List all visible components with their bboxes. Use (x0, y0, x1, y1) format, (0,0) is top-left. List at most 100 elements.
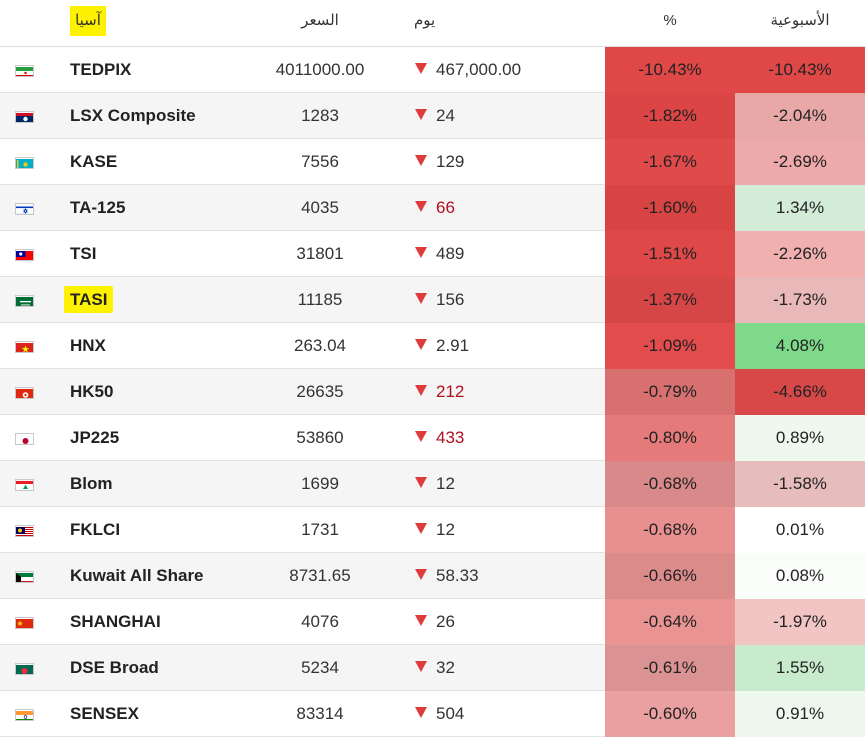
percent-change: -0.68% (605, 507, 735, 553)
table-row[interactable]: TEDPIX 4011000.00 467,000.00 -10.43% -10.43% (0, 47, 865, 93)
day-change: 32 (415, 645, 595, 691)
day-change: 2.91 (415, 323, 595, 369)
lb-flag-icon (15, 479, 34, 491)
jp-flag-icon (15, 433, 34, 445)
day-change-value: 212 (436, 382, 465, 401)
index-price: 26635 (296, 382, 344, 401)
index-name[interactable]: TEDPIX (70, 60, 132, 79)
day-change: 156 (415, 277, 595, 323)
table-row[interactable]: KASE 7556 129 -1.67% -2.69% (0, 139, 865, 185)
down-arrow-icon (415, 477, 427, 488)
table-row[interactable]: Blom 1699 12 -0.68% -1.58% (0, 461, 865, 507)
down-arrow-icon (415, 339, 427, 350)
table-row[interactable]: JP225 53860 433 -0.80% 0.89% (0, 415, 865, 461)
percent-change: -0.60% (605, 691, 735, 737)
down-arrow-icon (415, 155, 427, 166)
down-arrow-icon (415, 615, 427, 626)
weekly-change: -1.97% (735, 599, 865, 645)
index-name[interactable]: JP225 (70, 428, 120, 447)
cn-flag-icon (15, 617, 34, 629)
percent-change: -0.79% (605, 369, 735, 415)
index-price: 83314 (296, 704, 344, 723)
header-day-change[interactable]: يوم (414, 12, 436, 29)
index-name[interactable]: LSX Composite (70, 106, 196, 125)
table-row[interactable]: TASI 11185 156 -1.37% -1.73% (0, 277, 865, 323)
day-change-value: 26 (436, 612, 455, 631)
down-arrow-icon (415, 661, 427, 672)
header-region[interactable]: آسيا (64, 0, 112, 47)
down-arrow-icon (415, 385, 427, 396)
kz-flag-icon (15, 157, 34, 169)
day-change-value: 58.33 (436, 566, 479, 585)
index-name[interactable]: SHANGHAI (70, 612, 161, 631)
day-change: 504 (415, 691, 595, 737)
table-row[interactable]: FKLCI 1731 12 -0.68% 0.01% (0, 507, 865, 553)
day-change: 212 (415, 369, 595, 415)
down-arrow-icon (415, 707, 427, 718)
in-flag-icon (15, 709, 34, 721)
table-row[interactable]: TA-125 4035 66 -1.60% 1.34% (0, 185, 865, 231)
day-change: 12 (415, 507, 595, 553)
weekly-change: 0.89% (735, 415, 865, 461)
weekly-change: 0.01% (735, 507, 865, 553)
percent-change: -1.37% (605, 277, 735, 323)
index-name[interactable]: DSE Broad (70, 658, 159, 677)
day-change-value: 24 (436, 106, 455, 125)
index-name[interactable]: Blom (70, 474, 113, 493)
weekly-change: -1.58% (735, 461, 865, 507)
day-change: 12 (415, 461, 595, 507)
index-price: 31801 (296, 244, 344, 263)
table-row[interactable]: HNX 263.04 2.91 -1.09% 4.08% (0, 323, 865, 369)
day-change: 58.33 (415, 553, 595, 599)
header-percent-change[interactable]: % (663, 12, 677, 29)
percent-change: -1.60% (605, 185, 735, 231)
day-change: 467,000.00 (415, 47, 595, 93)
index-price: 11185 (297, 290, 343, 309)
day-change-value: 32 (436, 658, 455, 677)
percent-change: -0.80% (605, 415, 735, 461)
table-row[interactable]: SENSEX 83314 504 -0.60% 0.91% (0, 691, 865, 737)
index-name[interactable]: TASI (64, 277, 114, 323)
index-name[interactable]: KASE (70, 152, 118, 171)
table-row[interactable]: TSI 31801 489 -1.51% -2.26% (0, 231, 865, 277)
day-change-value: 66 (436, 198, 455, 217)
vn-flag-icon (15, 341, 34, 353)
index-name[interactable]: HNX (70, 336, 106, 355)
day-change: 26 (415, 599, 595, 645)
table-row[interactable]: LSX Composite 1283 24 -1.82% -2.04% (0, 93, 865, 139)
day-change-value: 156 (436, 290, 465, 309)
index-price: 5234 (301, 658, 339, 677)
table-row[interactable]: HK50 26635 212 -0.79% -4.66% (0, 369, 865, 415)
index-name[interactable]: SENSEX (70, 704, 139, 723)
bd-flag-icon (15, 663, 34, 675)
index-price: 263.04 (294, 336, 346, 355)
index-name[interactable]: TSI (70, 244, 97, 263)
down-arrow-icon (415, 201, 427, 212)
weekly-change: 4.08% (735, 323, 865, 369)
header-weekly-change[interactable]: الأسبوعية (770, 12, 830, 29)
day-change: 489 (415, 231, 595, 277)
table-row[interactable]: SHANGHAI 4076 26 -0.64% -1.97% (0, 599, 865, 645)
day-change-value: 129 (436, 152, 465, 171)
percent-change: -0.64% (605, 599, 735, 645)
table-row[interactable]: DSE Broad 5234 32 -0.61% 1.55% (0, 645, 865, 691)
header-price[interactable]: السعر (301, 12, 339, 29)
index-name[interactable]: FKLCI (70, 520, 121, 539)
index-name[interactable]: TA-125 (70, 198, 126, 217)
down-arrow-icon (415, 569, 427, 580)
index-name[interactable]: HK50 (70, 382, 114, 401)
day-change-value: 12 (436, 520, 455, 539)
my-flag-icon (15, 525, 34, 537)
hk-flag-icon (15, 387, 34, 399)
index-price: 4035 (301, 198, 339, 217)
day-change-value: 12 (436, 474, 455, 493)
weekly-change: 0.91% (735, 691, 865, 737)
percent-change: -10.43% (605, 47, 735, 93)
day-change: 433 (415, 415, 595, 461)
table-row[interactable]: Kuwait All Share 8731.65 58.33 -0.66% 0.08% (0, 553, 865, 599)
index-name[interactable]: Kuwait All Share (70, 566, 204, 585)
down-arrow-icon (415, 293, 427, 304)
down-arrow-icon (415, 523, 427, 534)
day-change-value: 467,000.00 (436, 60, 522, 79)
